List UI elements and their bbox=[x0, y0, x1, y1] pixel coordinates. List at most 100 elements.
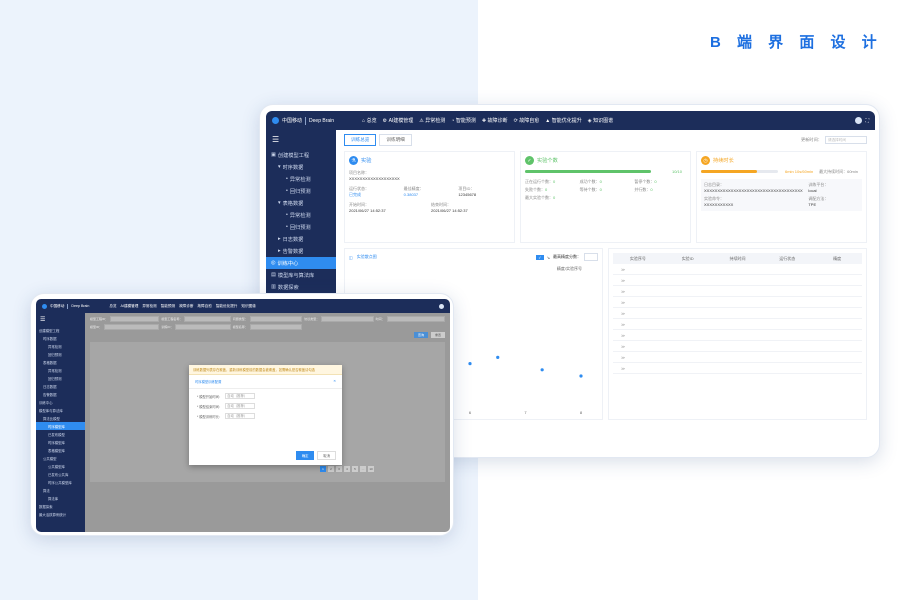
nav-item[interactable]: ⚠ 异常检测 bbox=[419, 117, 445, 125]
small-sidebar-item[interactable]: 回归预测 bbox=[48, 352, 62, 357]
sidebar-item[interactable]: ▣ 创建模型工程 bbox=[266, 149, 336, 161]
small-sidebar-item[interactable]: 时序数据 bbox=[43, 336, 57, 341]
expand-icon[interactable]: ≫ bbox=[621, 299, 626, 305]
table-column-header[interactable]: 精度 bbox=[833, 255, 842, 261]
legend-select[interactable] bbox=[584, 253, 598, 261]
sidebar-item[interactable]: ◎ 训练中心 bbox=[266, 257, 336, 269]
logo[interactable]: 中国移动 Deep Brain bbox=[266, 116, 340, 125]
expand-icon[interactable]: ≫ bbox=[621, 343, 626, 349]
expand-icon[interactable]: ≫ bbox=[621, 277, 626, 283]
time-filter-input[interactable]: 请选择时间 bbox=[825, 136, 867, 144]
small-filter-input[interactable] bbox=[386, 316, 445, 322]
search-button[interactable]: 查询 bbox=[413, 332, 428, 338]
reset-button[interactable]: 重置 bbox=[430, 332, 445, 338]
nav-item[interactable]: ⚙ AI建模管理 bbox=[383, 117, 414, 125]
small-sidebar-item[interactable]: 表格模型库 bbox=[48, 448, 65, 453]
small-filter-input[interactable] bbox=[249, 316, 303, 322]
nav-item[interactable]: ◔ 智能预测 bbox=[451, 117, 476, 125]
page-button[interactable]: 4 bbox=[344, 466, 350, 472]
menu-toggle-icon[interactable]: ☰ bbox=[272, 135, 280, 144]
small-sidebar-item[interactable]: 告警数据 bbox=[43, 392, 57, 397]
small-sidebar-item[interactable]: 数据探索 bbox=[39, 504, 53, 509]
sidebar-item[interactable]: • 异常检测 bbox=[266, 209, 336, 221]
dialog-cancel-button[interactable]: 取消 bbox=[317, 451, 336, 460]
table-row[interactable]: ≫ bbox=[613, 275, 862, 286]
small-nav-item[interactable]: 异常检测 bbox=[142, 303, 157, 308]
dialog-row-input[interactable]: 自动（推荐） bbox=[225, 403, 256, 409]
table-row[interactable]: ≫ bbox=[613, 308, 862, 319]
table-column-header[interactable]: 实验ID bbox=[681, 255, 694, 261]
page-button[interactable]: 5 bbox=[352, 466, 358, 472]
table-row[interactable]: ≫ bbox=[613, 352, 862, 363]
sidebar-item[interactable]: ▾ 表格数据 bbox=[266, 197, 336, 209]
tab-overview[interactable]: 训练总览 bbox=[344, 134, 377, 146]
small-nav-item[interactable]: AI建模管理 bbox=[120, 303, 139, 308]
sidebar-item[interactable]: ▸ 告警数据 bbox=[266, 245, 336, 257]
dialog-row-input[interactable]: 自动（推荐） bbox=[225, 413, 256, 419]
table-row[interactable]: ≫ bbox=[613, 264, 862, 275]
nav-item[interactable]: ⌂ 总览 bbox=[362, 117, 377, 125]
sidebar-item[interactable]: ▥ 数据探索 bbox=[266, 281, 336, 293]
expand-icon[interactable]: ≫ bbox=[621, 365, 626, 371]
small-sidebar-item[interactable]: 公共模型库 bbox=[48, 464, 65, 469]
close-icon[interactable]: ✕ bbox=[333, 379, 336, 383]
sidebar-item[interactable]: ▤ 模型库与算法库 bbox=[266, 269, 336, 281]
small-filter-input[interactable] bbox=[321, 316, 374, 322]
small-sidebar-item[interactable]: 模型库与算法库 bbox=[39, 408, 63, 413]
expand-icon[interactable]: ≫ bbox=[621, 332, 626, 338]
sidebar-item[interactable]: • 回归预测 bbox=[266, 221, 336, 233]
table-column-header[interactable]: 运行状态 bbox=[779, 255, 796, 261]
small-sidebar-item[interactable]: 时序模型库 bbox=[48, 440, 65, 445]
small-sidebar-item[interactable]: 回归预测 bbox=[48, 376, 62, 381]
expand-icon[interactable]: ≫ bbox=[621, 266, 626, 272]
nav-item[interactable]: ⟳ 故障自愈 bbox=[514, 117, 540, 125]
nav-item[interactable]: ▲ 智能优化提升 bbox=[545, 117, 581, 125]
small-nav-item[interactable]: 总览 bbox=[109, 303, 117, 308]
table-row[interactable]: ≫ bbox=[613, 286, 862, 297]
small-sidebar-item[interactable]: 公共模型 bbox=[43, 456, 57, 461]
expand-icon[interactable]: ≫ bbox=[621, 321, 626, 327]
small-nav-item[interactable]: 智能预测 bbox=[160, 303, 176, 308]
small-filter-input[interactable] bbox=[110, 316, 160, 322]
small-nav-item[interactable]: 知识图谱 bbox=[241, 303, 256, 308]
small-sidebar-item[interactable]: 算法库 bbox=[48, 496, 59, 501]
small-sidebar-item[interactable]: 训练中心 bbox=[39, 400, 53, 405]
small-logo[interactable]: 中国移动 Deep Brain bbox=[36, 303, 95, 309]
small-sidebar-item[interactable]: 算法 bbox=[43, 488, 50, 493]
sidebar-item[interactable]: • 回归预测 bbox=[266, 185, 336, 197]
dialog-ok-button[interactable]: 确定 bbox=[295, 451, 315, 460]
expand-icon[interactable]: ≫ bbox=[621, 354, 626, 360]
sidebar-item[interactable]: ▸ 日志数据 bbox=[266, 233, 336, 245]
small-filter-input[interactable] bbox=[175, 324, 231, 330]
table-row[interactable]: ≫ bbox=[613, 363, 862, 374]
small-filter-input[interactable] bbox=[104, 324, 160, 330]
small-sidebar-item[interactable]: 时序公共模型库 bbox=[48, 480, 72, 485]
small-filter-input[interactable] bbox=[249, 324, 303, 330]
table-column-header[interactable]: 持续时间 bbox=[729, 255, 746, 261]
small-sidebar-item[interactable]: 时序模型库 bbox=[36, 422, 85, 430]
table-row[interactable]: ≫ bbox=[613, 297, 862, 308]
small-filter-input[interactable] bbox=[184, 316, 231, 322]
small-sidebar-item[interactable]: 异常检测 bbox=[48, 368, 62, 373]
line-toggle-icon[interactable]: ✓ bbox=[536, 254, 544, 260]
table-column-header[interactable]: 实验序号 bbox=[629, 255, 646, 261]
small-nav-item[interactable]: 故障自愈 bbox=[197, 303, 212, 308]
scatter-point[interactable] bbox=[579, 374, 583, 378]
page-button[interactable]: … bbox=[360, 466, 366, 472]
sidebar-item[interactable]: ▾ 时序数据 bbox=[266, 161, 336, 173]
small-sidebar-item[interactable]: 已发布模型 bbox=[48, 432, 65, 437]
table-row[interactable]: ≫ bbox=[613, 341, 862, 352]
dialog-row-input[interactable]: 自动（推荐） bbox=[225, 393, 256, 399]
table-row[interactable]: ≫ bbox=[613, 330, 862, 341]
small-sidebar-item[interactable]: 已发布公共库 bbox=[48, 472, 69, 477]
small-nav-item[interactable]: 智能优化提升 bbox=[215, 303, 238, 308]
sidebar-item[interactable]: • 异常检测 bbox=[266, 173, 336, 185]
small-avatar[interactable] bbox=[439, 303, 444, 309]
small-sidebar-item[interactable]: 日志数据 bbox=[43, 384, 57, 389]
tab-details[interactable]: 训练明细 bbox=[379, 134, 412, 146]
expand-icon[interactable]: ≫ bbox=[621, 288, 626, 294]
small-sidebar-item[interactable]: 表格数据 bbox=[43, 360, 57, 365]
nav-item[interactable]: ✚ 故障诊断 bbox=[482, 117, 508, 125]
small-sidebar-item[interactable]: 创建模型工程 bbox=[39, 328, 60, 333]
table-row[interactable]: ≫ bbox=[613, 319, 862, 330]
